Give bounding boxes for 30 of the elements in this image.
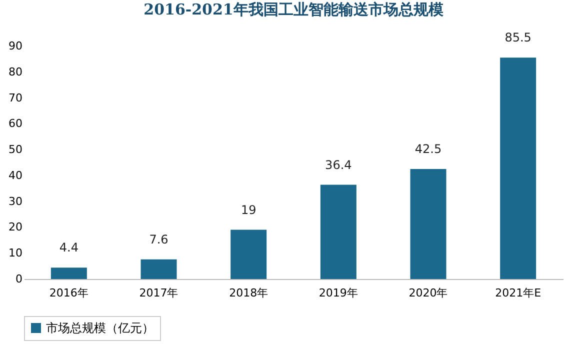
- bar: [500, 58, 536, 279]
- x-tick-label: 2018年: [229, 286, 268, 300]
- chart-title: 2016-2021年我国工业智能输送市场总规模: [144, 0, 444, 19]
- bar: [50, 268, 87, 279]
- y-tick-label: 90: [8, 40, 22, 52]
- y-tick-label: 70: [8, 91, 22, 104]
- y-tick-label: 40: [8, 168, 22, 182]
- y-tick-label: 60: [8, 117, 22, 130]
- x-tick-label: 2020年: [408, 286, 448, 300]
- bar: [410, 168, 446, 279]
- legend-label: 市场总规模（亿元）: [46, 321, 154, 335]
- x-tick-label: 2017年: [139, 286, 178, 300]
- bar: [320, 184, 356, 279]
- x-tick-label: 2019年: [318, 286, 358, 300]
- x-tick-label: 2016年: [49, 286, 88, 300]
- data-label: 19: [240, 202, 256, 217]
- data-label: 85.5: [504, 30, 532, 45]
- data-label: 36.4: [325, 158, 352, 172]
- x-tick-label: 2021年E: [495, 286, 542, 300]
- bar: [140, 259, 177, 279]
- y-tick-label: 20: [8, 220, 22, 234]
- y-tick-label: 0: [16, 272, 22, 286]
- data-label: 4.4: [59, 240, 78, 255]
- y-tick-label: 30: [8, 194, 22, 208]
- data-label: 7.6: [149, 232, 168, 246]
- y-tick-label: 80: [8, 65, 22, 78]
- y-tick-label: 50: [8, 143, 22, 156]
- bar: [230, 230, 267, 279]
- y-tick-label: 10: [8, 246, 22, 260]
- data-label: 42.5: [414, 142, 442, 156]
